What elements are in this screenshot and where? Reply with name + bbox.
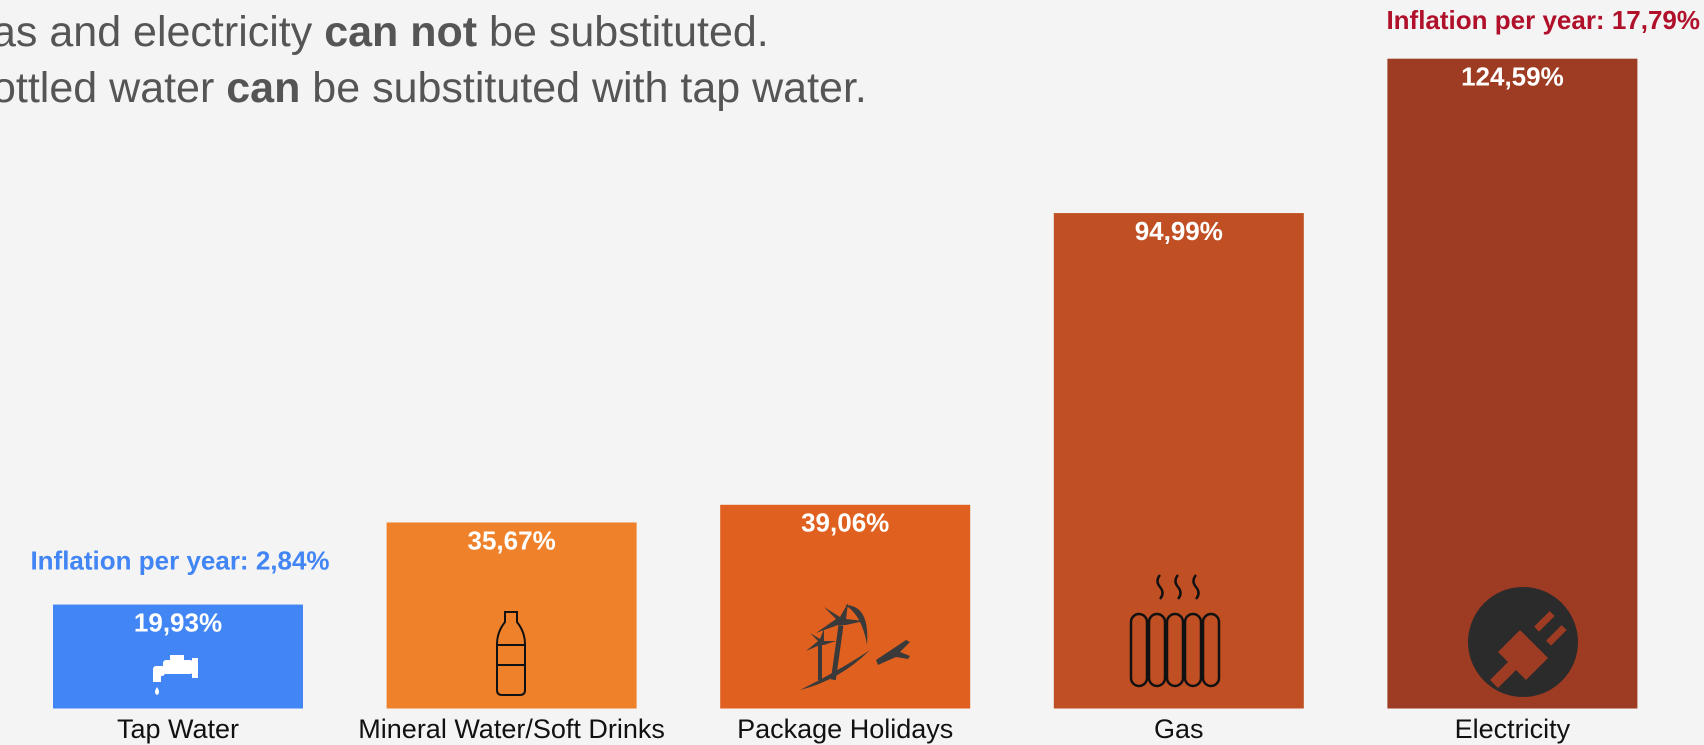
subtitle-text: can not (324, 8, 477, 56)
subtitle-text: can (226, 64, 300, 112)
plug-icon (1468, 587, 1578, 697)
value-label: 124,59% (1461, 62, 1564, 92)
bars: 19,93% Tap Water 35,67% Mineral Water/Soft … (53, 58, 1638, 744)
radiator-icon (1129, 574, 1221, 688)
x-tick-label: Electricity (1455, 714, 1571, 744)
bottle-icon (496, 611, 526, 696)
tap-icon (153, 655, 198, 695)
x-tick-label: Gas (1154, 714, 1204, 744)
holiday-icon (800, 603, 910, 690)
subtitle-text: as and electricity (0, 8, 324, 56)
bar (720, 504, 971, 709)
subtitle-text: be substituted. (477, 8, 769, 56)
value-label: 94,99% (1135, 216, 1223, 246)
subtitle-text: ottled water (0, 64, 226, 112)
value-label: 35,67% (468, 525, 556, 555)
x-tick-label: Mineral Water/Soft Drinks (358, 714, 665, 744)
icons (153, 574, 1578, 697)
bar (386, 522, 637, 709)
x-tick-label: Package Holidays (737, 714, 953, 744)
value-label: 39,06% (801, 508, 889, 538)
bar (1053, 213, 1304, 709)
subtitle-line: as and electricity can not be substitute… (0, 8, 769, 56)
subtitle-line: ottled water can be substituted with tap… (0, 64, 867, 112)
x-tick-label: Tap Water (117, 714, 239, 744)
value-label: 19,93% (134, 607, 222, 637)
annotation: Inflation per year: 2,84% (30, 545, 329, 575)
subtitle-text: be substituted with tap water. (300, 64, 867, 112)
annotation: Inflation per year: 17,79% (1386, 5, 1700, 35)
